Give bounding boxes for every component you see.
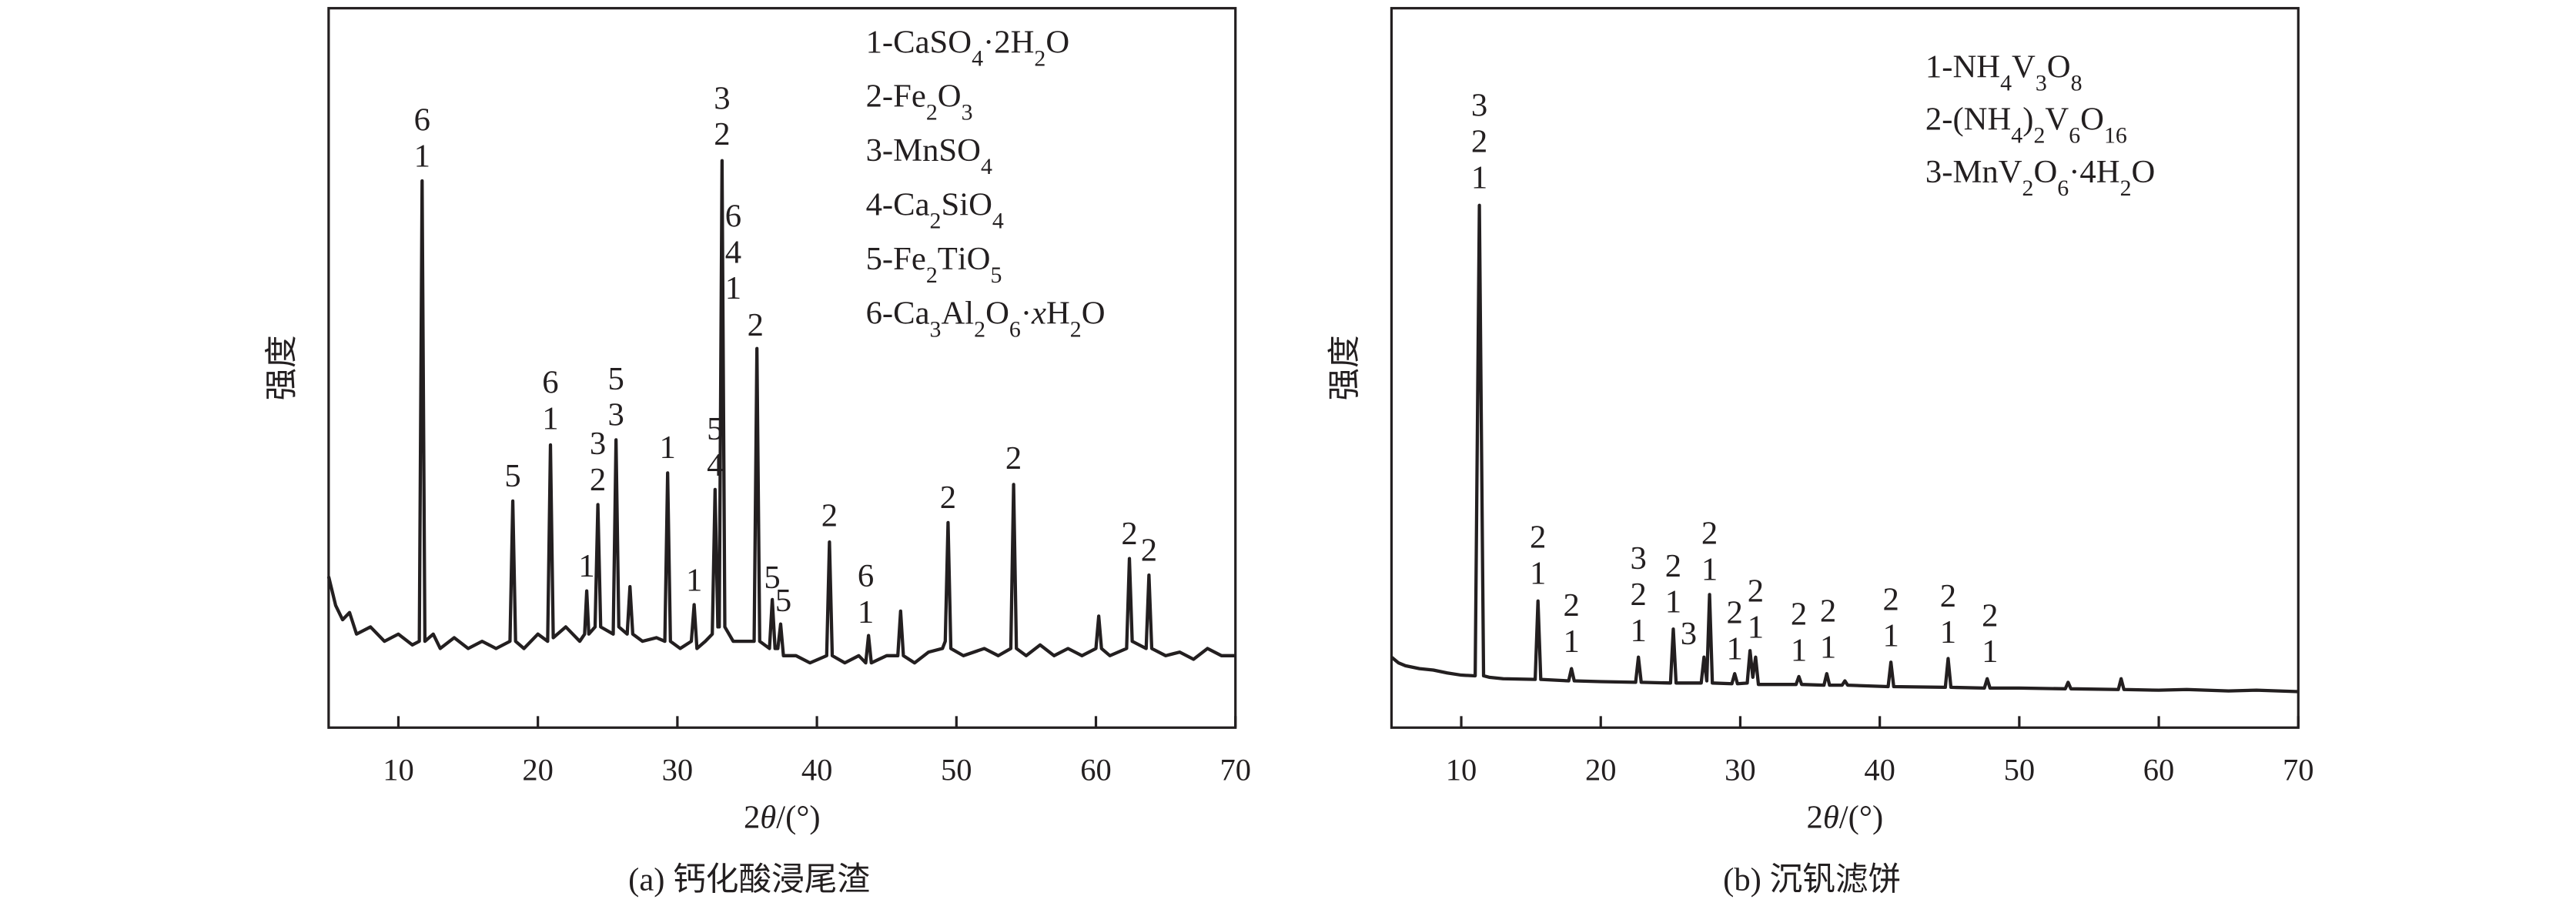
peak-label: 1 <box>660 430 676 466</box>
peak-label: 1 <box>1631 613 1647 649</box>
chart-panel: 10 20 30 40 50 60 7061561132531154326412552612… <box>264 7 1251 898</box>
peak-label: 3 <box>607 397 624 433</box>
x-tick-label: 10 <box>383 753 414 787</box>
x-tick-label: 30 <box>662 753 694 787</box>
peak-label: 2 <box>821 498 838 534</box>
peak-label: 1 <box>1530 555 1546 591</box>
peak-label: 3 <box>1631 540 1647 577</box>
peak-label: 2 <box>1982 597 1998 634</box>
y-axis-label: 强度 <box>1326 335 1363 400</box>
peak-label: 1 <box>1471 159 1487 196</box>
peak-label: 2 <box>1471 123 1487 159</box>
x-tick-label: 60 <box>2143 753 2175 787</box>
panel-caption: (a) 钙化酸浸尾渣 <box>628 862 870 898</box>
peak-label: 2 <box>1791 596 1807 632</box>
legend-entry: 1-NH4V3O8 <box>1925 48 2083 95</box>
peak-label: 1 <box>686 563 702 599</box>
peak-label: 3 <box>1471 87 1487 123</box>
peak-label: 2 <box>1882 582 1899 618</box>
x-tick-label: 40 <box>801 753 833 787</box>
peak-label: 2 <box>1727 595 1743 631</box>
plot-frame <box>327 7 1237 729</box>
x-axis-label: 2θ/(°) <box>1807 799 1884 835</box>
peak-label: 3 <box>590 426 606 462</box>
peak-label: 2 <box>590 462 606 498</box>
peak-label: 6 <box>858 558 874 594</box>
peak-label: 2 <box>940 480 956 516</box>
peak-label: 1 <box>1727 630 1743 667</box>
x-tick-label: 70 <box>2283 753 2314 787</box>
legend-entry: 5-Fe2TiO5 <box>866 241 1002 288</box>
peak-label: 2 <box>1564 587 1580 624</box>
peak-label: 2 <box>1820 593 1836 630</box>
legend-entry: 1-CaSO4·2H2O <box>866 24 1070 71</box>
legend-entry: 2-Fe2O3 <box>866 79 973 125</box>
peak-label: 1 <box>578 548 594 584</box>
peak-label: 1 <box>858 594 874 630</box>
peak-label: 1 <box>1748 609 1764 645</box>
y-axis-label: 强度 <box>264 335 300 400</box>
peak-label: 6 <box>542 364 558 400</box>
panel-caption: (b) 沉钒滤饼 <box>1723 862 1901 898</box>
peak-label: 2 <box>714 116 730 152</box>
peak-label: 4 <box>707 447 723 483</box>
peak-label: 5 <box>764 560 780 596</box>
peak-label: 1 <box>1665 584 1681 620</box>
peak-label: 2 <box>1530 519 1546 555</box>
legend-entry: 3-MnV2O6·4H2O <box>1925 154 2155 201</box>
peak-label: 1 <box>414 138 430 174</box>
peak-label: 2 <box>1940 578 1956 614</box>
peak-label: 5 <box>504 458 520 494</box>
x-tick-label: 60 <box>1080 753 1112 787</box>
peak-label: 2 <box>1005 440 1022 476</box>
x-tick-label: 20 <box>522 753 554 787</box>
x-tick-label: 10 <box>1446 753 1477 787</box>
peak-label: 2 <box>1631 577 1647 613</box>
peak-label: 1 <box>1940 614 1956 650</box>
peak-label: 4 <box>725 234 741 270</box>
plot-frame <box>1390 7 2300 729</box>
legend-entry: 4-Ca2SiO4 <box>866 187 1004 234</box>
peak-label: 2 <box>1665 548 1681 584</box>
peak-label: 1 <box>1701 552 1718 588</box>
peak-label: 1 <box>1882 618 1899 654</box>
peak-label: 3 <box>714 80 730 116</box>
x-tick-label: 20 <box>1585 753 1617 787</box>
legend-entry: 6-Ca3Al2O6·xH2O <box>866 295 1106 342</box>
peak-label: 5 <box>607 361 624 397</box>
x-tick-label: 40 <box>1864 753 1895 787</box>
legend-entry: 2-(NH4)2V6O16 <box>1925 102 2127 149</box>
x-axis-label: 2θ/(°) <box>744 799 821 835</box>
peak-label: 6 <box>414 102 430 138</box>
peak-label: 5 <box>707 411 723 447</box>
peak-label: 2 <box>1701 516 1718 552</box>
peak-label: 2 <box>1141 532 1157 568</box>
peak-label: 1 <box>1791 632 1807 668</box>
x-tick-label: 50 <box>941 753 972 787</box>
peak-label: 6 <box>725 198 741 234</box>
x-tick-label: 50 <box>2004 753 2036 787</box>
peak-label: 2 <box>748 307 764 343</box>
peak-label: 1 <box>1820 630 1836 666</box>
peak-label: 2 <box>1748 573 1764 610</box>
peak-label: 1 <box>1564 624 1580 660</box>
peak-label: 3 <box>1681 616 1697 652</box>
peak-label: 1 <box>542 400 558 436</box>
xrd-pattern <box>1390 203 2299 694</box>
peak-label: 5 <box>775 583 791 619</box>
x-tick-label: 30 <box>1725 753 1756 787</box>
xrd-pattern <box>326 159 1236 665</box>
x-tick-label: 70 <box>1219 753 1251 787</box>
peak-label: 1 <box>1982 634 1998 670</box>
peak-label: 1 <box>725 270 741 306</box>
peak-label: 2 <box>1121 516 1137 552</box>
legend-entry: 3-MnSO4 <box>866 132 992 179</box>
